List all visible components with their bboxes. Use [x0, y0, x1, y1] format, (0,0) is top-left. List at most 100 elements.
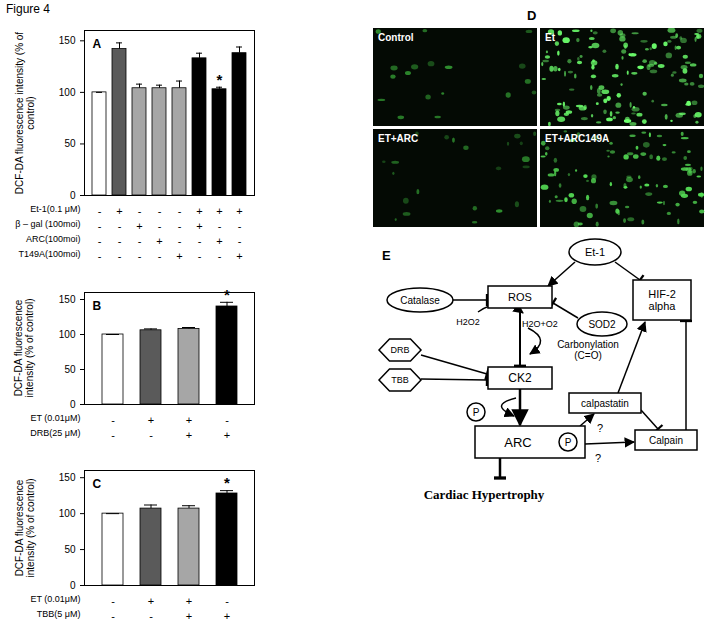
svg-text:150: 150	[59, 35, 76, 46]
svg-text:-: -	[118, 220, 122, 232]
svg-text:50: 50	[64, 364, 76, 375]
svg-text:-: -	[218, 220, 222, 232]
svg-text:+: +	[216, 235, 222, 247]
svg-text:-: -	[118, 250, 122, 262]
svg-text:-: -	[158, 220, 162, 232]
svg-text:-: -	[138, 250, 142, 262]
svg-text:P: P	[473, 407, 480, 418]
svg-text:DRB(25 μM): DRB(25 μM)	[30, 428, 80, 438]
svg-text:Et-1: Et-1	[585, 246, 605, 258]
svg-text:*: *	[224, 286, 230, 303]
svg-text:150: 150	[59, 472, 76, 483]
svg-text:DRB: DRB	[390, 345, 409, 355]
svg-text:β – gal (100moi): β – gal (100moi)	[15, 219, 80, 229]
svg-text:?: ?	[597, 422, 603, 434]
svg-text:ARC(100moi): ARC(100moi)	[26, 234, 81, 244]
svg-text:+: +	[224, 610, 230, 622]
svg-text:B: B	[93, 299, 102, 313]
svg-text:-: -	[178, 235, 182, 247]
svg-text:calpastatin: calpastatin	[581, 398, 629, 409]
svg-text:+: +	[186, 595, 192, 607]
svg-text:Control: Control	[378, 32, 414, 43]
svg-text:+: +	[186, 414, 192, 426]
html-text:DCF-DA fluorescence intensity: DCF-DA fluorescence intensity (% of cont…	[13, 31, 35, 194]
svg-text:H2O+O2: H2O+O2	[522, 319, 558, 329]
svg-text:ET (0.01μM): ET (0.01μM)	[30, 594, 80, 604]
svg-text:-: -	[178, 205, 182, 217]
svg-text:ET+ARC: ET+ARC	[378, 133, 418, 144]
svg-text:-: -	[98, 250, 102, 262]
svg-text:-: -	[198, 235, 202, 247]
svg-text:*: *	[217, 71, 223, 88]
svg-text:50: 50	[64, 138, 76, 149]
svg-text:-: -	[149, 610, 153, 622]
svg-text:50: 50	[64, 544, 76, 555]
svg-text:+: +	[148, 595, 154, 607]
svg-text:Carbonylation(C=O): Carbonylation(C=O)	[557, 339, 619, 362]
svg-text:H2O2: H2O2	[456, 317, 480, 327]
svg-text:+: +	[196, 205, 202, 217]
svg-text:C: C	[93, 477, 102, 491]
svg-text:+: +	[176, 250, 182, 262]
svg-text:-: -	[238, 220, 242, 232]
svg-text:P: P	[565, 437, 572, 448]
svg-text:*: *	[224, 474, 230, 491]
svg-text:ARC: ARC	[504, 435, 531, 450]
svg-text:-: -	[111, 610, 115, 622]
svg-text:100: 100	[59, 329, 76, 340]
svg-text:+: +	[116, 205, 122, 217]
svg-text:+: +	[186, 429, 192, 441]
svg-text:-: -	[238, 235, 242, 247]
svg-text:0: 0	[70, 580, 76, 591]
svg-text:+: +	[186, 610, 192, 622]
svg-text:-: -	[198, 250, 202, 262]
svg-text:SOD2: SOD2	[588, 319, 616, 330]
svg-text:-: -	[158, 250, 162, 262]
svg-text:100: 100	[59, 508, 76, 519]
svg-text:+: +	[196, 220, 202, 232]
svg-text:-: -	[138, 205, 142, 217]
svg-text:-: -	[218, 250, 222, 262]
svg-text:Et-1(0.1 μM): Et-1(0.1 μM)	[30, 204, 80, 214]
svg-text:?: ?	[595, 452, 601, 464]
svg-text:-: -	[98, 205, 102, 217]
svg-text:ET+ARC149A: ET+ARC149A	[545, 133, 609, 144]
svg-text:-: -	[178, 220, 182, 232]
svg-text:+: +	[136, 220, 142, 232]
svg-text:T149A(100moi): T149A(100moi)	[18, 249, 80, 259]
svg-text:+: +	[156, 235, 162, 247]
svg-text:-: -	[158, 205, 162, 217]
svg-text:-: -	[138, 235, 142, 247]
svg-text:+: +	[216, 205, 222, 217]
svg-text:TBB(5 μM): TBB(5 μM)	[37, 609, 81, 619]
svg-text:Cardiac Hypertrophy: Cardiac Hypertrophy	[424, 487, 545, 502]
svg-text:+: +	[224, 429, 230, 441]
svg-text:Et: Et	[545, 32, 556, 43]
svg-text:+: +	[236, 205, 242, 217]
svg-text:-: -	[149, 429, 153, 441]
svg-text:Catalase: Catalase	[400, 295, 440, 306]
svg-text:-: -	[111, 414, 115, 426]
svg-text:-: -	[225, 595, 229, 607]
svg-text:100: 100	[59, 87, 76, 98]
html-text:DCF-DA fluorescence intensity: DCF-DA fluorescence intensity (% of cont…	[13, 478, 35, 577]
svg-text:-: -	[118, 235, 122, 247]
svg-text:-: -	[111, 595, 115, 607]
svg-text:A: A	[93, 37, 102, 51]
html-text:DCF-DA fluorescence intensity: DCF-DA fluorescence intensity (% of cont…	[13, 298, 35, 398]
svg-text:0: 0	[70, 399, 76, 410]
svg-text:HIF-2alpha: HIF-2alpha	[648, 288, 676, 313]
svg-text:-: -	[225, 414, 229, 426]
svg-text:ET (0.01μM): ET (0.01μM)	[30, 413, 80, 423]
svg-text:+: +	[236, 250, 242, 262]
svg-text:150: 150	[59, 294, 76, 305]
svg-text:0: 0	[70, 190, 76, 201]
svg-text:-: -	[98, 220, 102, 232]
svg-text:-: -	[98, 235, 102, 247]
svg-text:TBB: TBB	[391, 375, 409, 385]
svg-text:ROS: ROS	[508, 291, 532, 303]
svg-text:+: +	[148, 414, 154, 426]
svg-text:CK2: CK2	[508, 371, 532, 385]
svg-text:Calpain: Calpain	[649, 435, 683, 446]
svg-text:-: -	[111, 429, 115, 441]
